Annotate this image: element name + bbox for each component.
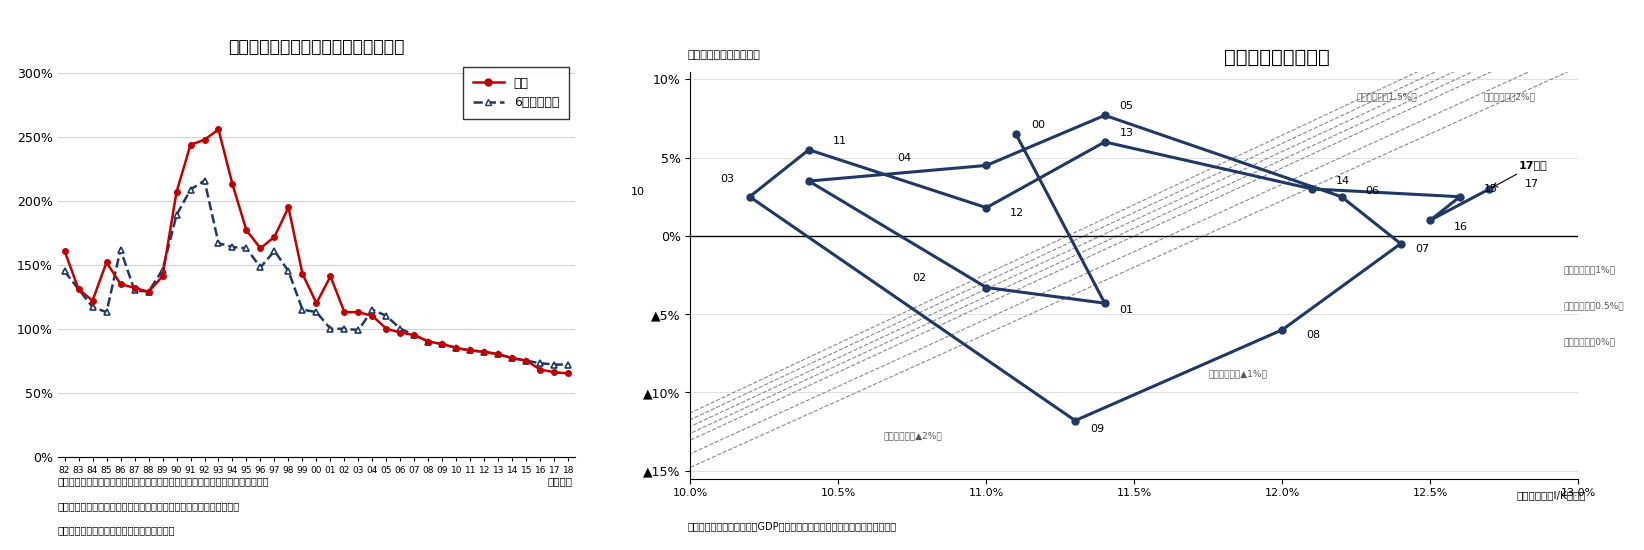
Text: （設備投資・前年度比）: （設備投資・前年度比） bbox=[687, 50, 760, 60]
Text: 03: 03 bbox=[720, 174, 735, 184]
Text: （年度）: （年度） bbox=[547, 476, 572, 486]
Text: 〈期待成長率1.5%〉: 〈期待成長率1.5%〉 bbox=[1356, 92, 1417, 101]
Text: 09: 09 bbox=[1090, 424, 1105, 433]
Text: 〈期待成長率▲2%〉: 〈期待成長率▲2%〉 bbox=[883, 432, 942, 441]
Text: 〈期待成長率0.5%〉: 〈期待成長率0.5%〉 bbox=[1563, 302, 1624, 311]
Text: 〈期待成長率0%〉: 〈期待成長率0%〉 bbox=[1563, 338, 1616, 347]
Text: 12: 12 bbox=[1009, 207, 1024, 217]
Text: 01: 01 bbox=[1120, 305, 1134, 315]
Text: 06: 06 bbox=[1365, 185, 1379, 196]
Text: 00: 00 bbox=[1031, 120, 1046, 130]
Text: 資本ストック循環図: 資本ストック循環図 bbox=[1223, 48, 1330, 67]
Text: 11: 11 bbox=[832, 135, 847, 146]
Title: 「設備投資／経常利益」比率は低水準: 「設備投資／経常利益」比率は低水準 bbox=[229, 38, 404, 56]
Text: 17: 17 bbox=[1526, 179, 1539, 189]
Text: 〈期待成長率2%〉: 〈期待成長率2%〉 bbox=[1483, 92, 1535, 101]
Text: （注）全規模・全産業、設備投資は含む土地、除くソフトウェア、研究開発投資: （注）全規模・全産業、設備投資は含む土地、除くソフトウェア、研究開発投資 bbox=[58, 476, 270, 486]
Text: （前年度末のI/K比率）: （前年度末のI/K比率） bbox=[1517, 490, 1586, 500]
Text: 10: 10 bbox=[631, 187, 646, 197]
Legend: 実績, 6月調査時点: 実績, 6月調査時点 bbox=[462, 67, 569, 119]
Text: 設備投資、経常利益は調査対象企業の見直し等による断層調整済: 設備投資、経常利益は調査対象企業の見直し等による断層調整済 bbox=[58, 500, 240, 511]
Text: 07: 07 bbox=[1415, 244, 1430, 254]
Text: 08: 08 bbox=[1305, 329, 1320, 339]
Text: 16: 16 bbox=[1453, 222, 1468, 232]
Text: 04: 04 bbox=[898, 153, 912, 163]
Text: 13: 13 bbox=[1120, 128, 1134, 138]
Text: （資料）内閣府「四半期別GDP速報」、「四半期別固定資本ストック速報」: （資料）内閣府「四半期別GDP速報」、「四半期別固定資本ストック速報」 bbox=[687, 521, 896, 531]
Text: 15: 15 bbox=[1483, 184, 1498, 194]
Text: （資料）日本銀行「企業短期経済観測調査」: （資料）日本銀行「企業短期経済観測調査」 bbox=[58, 525, 174, 536]
Text: 14: 14 bbox=[1335, 176, 1350, 186]
Text: 02: 02 bbox=[912, 273, 927, 283]
Text: 05: 05 bbox=[1120, 101, 1134, 111]
Text: 17年度: 17年度 bbox=[1493, 160, 1547, 187]
Text: 〈期待成長率▲1%〉: 〈期待成長率▲1%〉 bbox=[1208, 369, 1268, 378]
Text: 〈期待成長率1%〉: 〈期待成長率1%〉 bbox=[1563, 266, 1616, 275]
